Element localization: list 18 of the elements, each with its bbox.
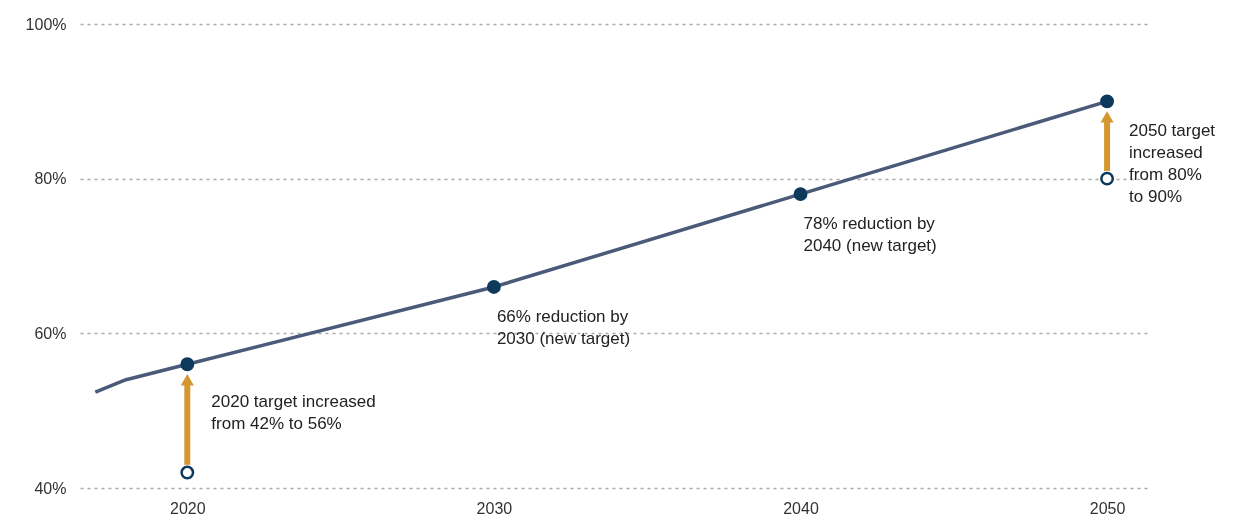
- y-tick-label: 60%: [34, 324, 67, 342]
- x-tick-label: 2040: [783, 499, 819, 517]
- y-tick-label: 40%: [34, 479, 67, 497]
- y-tick-label: 100%: [25, 15, 67, 33]
- annotation: 2050 target increased from 80% to 90%: [1129, 121, 1216, 207]
- point: [180, 465, 195, 480]
- point: [180, 357, 195, 372]
- point: [1100, 94, 1115, 109]
- annotation: 2020 target increased from 42% to 56%: [211, 392, 376, 434]
- point: [1100, 171, 1115, 186]
- annotation: 66% reduction by 2030 (new target): [496, 306, 631, 348]
- y-tick-label: 80%: [34, 170, 67, 188]
- point: [486, 279, 501, 294]
- x-tick-label: 2020: [170, 499, 206, 517]
- annotation: 78% reduction by 2040 (new target): [803, 214, 937, 256]
- x-tick-label: 2050: [1089, 499, 1126, 517]
- x-tick-label: 2030: [476, 499, 513, 517]
- point: [793, 187, 808, 202]
